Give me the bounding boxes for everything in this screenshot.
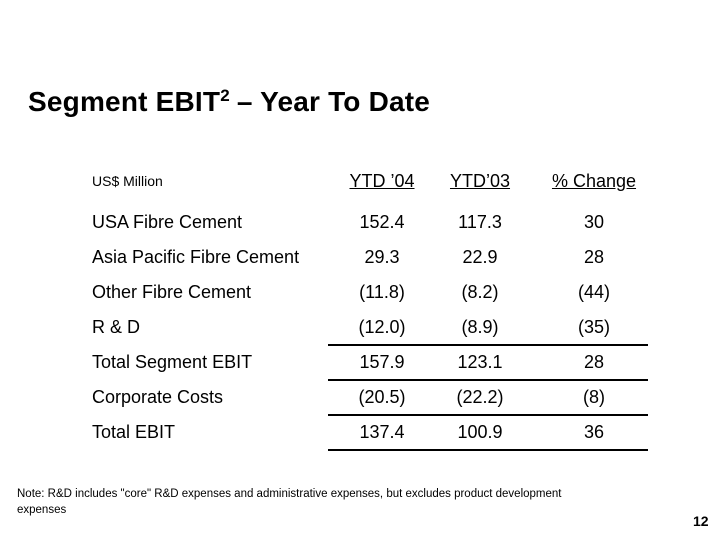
value-ytd04: (11.8): [359, 282, 405, 302]
footnote-line: Note: R&D includes "core" R&D expenses a…: [17, 488, 562, 500]
page-number: 12: [693, 513, 709, 529]
value-ytd03: 123.1: [457, 352, 503, 372]
value-ytd04: 152.4: [359, 212, 405, 232]
column-header-ytd03: YTD’03: [449, 171, 511, 191]
page-title-tail: – Year To Date: [236, 86, 431, 117]
value-change: 30: [583, 212, 605, 232]
table-rule: [328, 449, 648, 451]
column-header-change: % Change: [551, 171, 637, 191]
value-ytd03: (22.2): [456, 387, 504, 407]
value-change: 28: [583, 352, 605, 372]
row-label: Other Fibre Cement: [92, 282, 252, 302]
table-row: Other Fibre Cement (11.8) (8.2) (44): [0, 281, 720, 303]
table-header-row: US$ Million YTD ’04 YTD’03 % Change: [0, 170, 720, 192]
table-rule: [328, 379, 648, 381]
row-label: Total Segment EBIT: [92, 352, 253, 372]
value-ytd03: (8.2): [461, 282, 499, 302]
unit-label: US$ Million: [92, 173, 163, 189]
value-ytd03: 117.3: [458, 212, 502, 232]
value-ytd04: (20.5): [358, 387, 406, 407]
value-ytd03: 100.9: [457, 422, 503, 442]
table-rule: [328, 344, 648, 346]
table-row: Asia Pacific Fibre Cement 29.3 22.9 28: [0, 246, 720, 268]
page-title: Segment EBIT2 – Year To Date: [28, 86, 430, 118]
table-row: Total Segment EBIT 157.9 123.1 28: [0, 351, 720, 373]
table-row: R & D (12.0) (8.9) (35): [0, 316, 720, 338]
value-ytd04: 157.9: [359, 352, 405, 372]
row-label: Total EBIT: [92, 422, 176, 442]
page-title-superscript: 2: [220, 86, 230, 105]
table-row: Corporate Costs (20.5) (22.2) (8): [0, 386, 720, 408]
value-ytd03: 22.9: [462, 247, 498, 267]
row-label: USA Fibre Cement: [92, 212, 243, 232]
row-label: Asia Pacific Fibre Cement: [92, 247, 300, 267]
footnote-line: expenses: [17, 503, 67, 516]
value-change: (8): [583, 387, 605, 407]
value-change: (44): [577, 282, 610, 302]
table-row: USA Fibre Cement 152.4 117.3 30: [0, 211, 720, 233]
column-header-ytd04: YTD ’04: [349, 171, 415, 191]
page-title-main: Segment EBIT: [28, 86, 221, 117]
value-change: 28: [583, 247, 605, 267]
table-rule: [328, 414, 648, 416]
value-change: (35): [577, 317, 610, 337]
value-ytd04: (12.0): [358, 317, 406, 337]
footnote: Note: R&D includes "core" R&D expenses a…: [17, 487, 561, 518]
value-ytd04: 29.3: [364, 247, 400, 267]
row-label: Corporate Costs: [92, 387, 224, 407]
value-ytd03: (8.9): [461, 317, 499, 337]
row-label: R & D: [92, 317, 141, 337]
value-ytd04: 137.4: [359, 422, 405, 442]
table-row: Total EBIT 137.4 100.9 36: [0, 421, 720, 443]
value-change: 36: [583, 422, 605, 442]
